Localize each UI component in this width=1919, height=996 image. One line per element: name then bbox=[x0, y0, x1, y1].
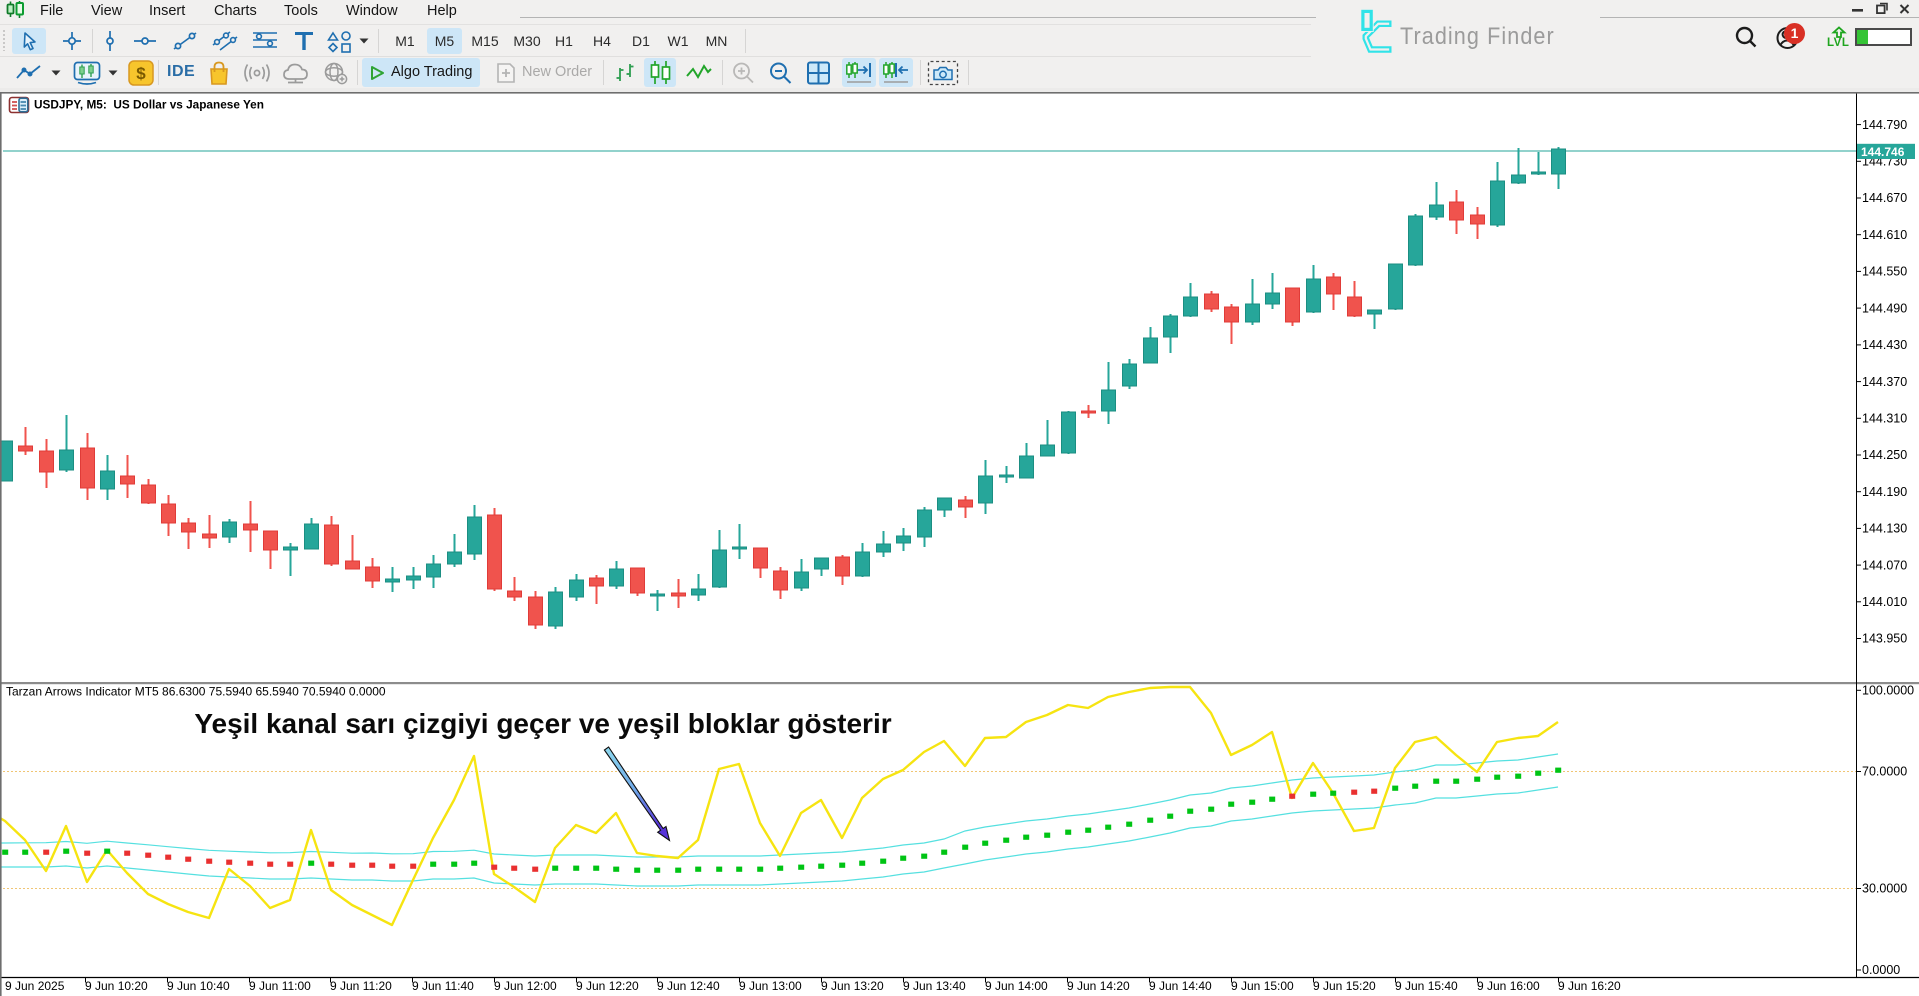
svg-text:9 Jun 12:40: 9 Jun 12:40 bbox=[657, 979, 720, 993]
svg-text:9 Jun 13:00: 9 Jun 13:00 bbox=[739, 979, 802, 993]
svg-text:Tarzan Arrows Indicator MT5 86: Tarzan Arrows Indicator MT5 86.6300 75.5… bbox=[6, 685, 386, 699]
svg-text:144.130: 144.130 bbox=[1862, 522, 1907, 536]
svg-text:9 Jun 12:20: 9 Jun 12:20 bbox=[576, 979, 639, 993]
svg-text:9 Jun 11:40: 9 Jun 11:40 bbox=[412, 979, 474, 993]
svg-text:Yeşil kanal sarı çizgiyi geçer: Yeşil kanal sarı çizgiyi geçer ve yeşil … bbox=[194, 708, 891, 739]
svg-text:9 Jun 11:20: 9 Jun 11:20 bbox=[330, 979, 392, 993]
svg-text:9 Jun 10:20: 9 Jun 10:20 bbox=[85, 979, 148, 993]
svg-text:9 Jun 12:00: 9 Jun 12:00 bbox=[494, 979, 557, 993]
svg-text:9 Jun 16:00: 9 Jun 16:00 bbox=[1477, 979, 1540, 993]
svg-text:USDJPY, M5: US Dollar vs Japa: USDJPY, M5: US Dollar vs Japanese Yen bbox=[34, 98, 264, 112]
svg-text:144.550: 144.550 bbox=[1862, 265, 1907, 279]
svg-text:9 Jun 15:40: 9 Jun 15:40 bbox=[1395, 979, 1458, 993]
svg-text:144.250: 144.250 bbox=[1862, 448, 1907, 462]
svg-text:100.0000: 100.0000 bbox=[1862, 684, 1914, 698]
svg-text:143.950: 143.950 bbox=[1862, 632, 1907, 646]
svg-text:9 Jun 15:00: 9 Jun 15:00 bbox=[1231, 979, 1294, 993]
svg-text:144.070: 144.070 bbox=[1862, 558, 1907, 572]
svg-text:0.0000: 0.0000 bbox=[1862, 963, 1900, 977]
svg-text:9 Jun 2025: 9 Jun 2025 bbox=[5, 979, 65, 993]
svg-text:144.370: 144.370 bbox=[1862, 375, 1907, 389]
svg-text:9 Jun 13:40: 9 Jun 13:40 bbox=[903, 979, 966, 993]
svg-text:144.010: 144.010 bbox=[1862, 595, 1907, 609]
svg-text:70.0000: 70.0000 bbox=[1862, 765, 1907, 779]
svg-text:9 Jun 13:20: 9 Jun 13:20 bbox=[821, 979, 884, 993]
svg-text:144.310: 144.310 bbox=[1862, 412, 1907, 426]
svg-text:144.746: 144.746 bbox=[1861, 145, 1905, 159]
svg-text:9 Jun 11:00: 9 Jun 11:00 bbox=[249, 979, 311, 993]
svg-text:9 Jun 10:40: 9 Jun 10:40 bbox=[167, 979, 230, 993]
svg-text:9 Jun 14:40: 9 Jun 14:40 bbox=[1149, 979, 1212, 993]
svg-text:$: $ bbox=[136, 64, 146, 83]
svg-text:9 Jun 15:20: 9 Jun 15:20 bbox=[1313, 979, 1376, 993]
svg-text:30.0000: 30.0000 bbox=[1862, 882, 1907, 896]
svg-text:144.790: 144.790 bbox=[1862, 118, 1907, 132]
svg-text:144.670: 144.670 bbox=[1862, 191, 1907, 205]
svg-text:144.430: 144.430 bbox=[1862, 338, 1907, 352]
svg-text:9 Jun 14:00: 9 Jun 14:00 bbox=[985, 979, 1048, 993]
svg-text:144.490: 144.490 bbox=[1862, 301, 1907, 315]
svg-text:144.610: 144.610 bbox=[1862, 228, 1907, 242]
svg-text:144.190: 144.190 bbox=[1862, 485, 1907, 499]
svg-text:9 Jun 16:20: 9 Jun 16:20 bbox=[1558, 979, 1621, 993]
svg-text:9 Jun 14:20: 9 Jun 14:20 bbox=[1067, 979, 1130, 993]
